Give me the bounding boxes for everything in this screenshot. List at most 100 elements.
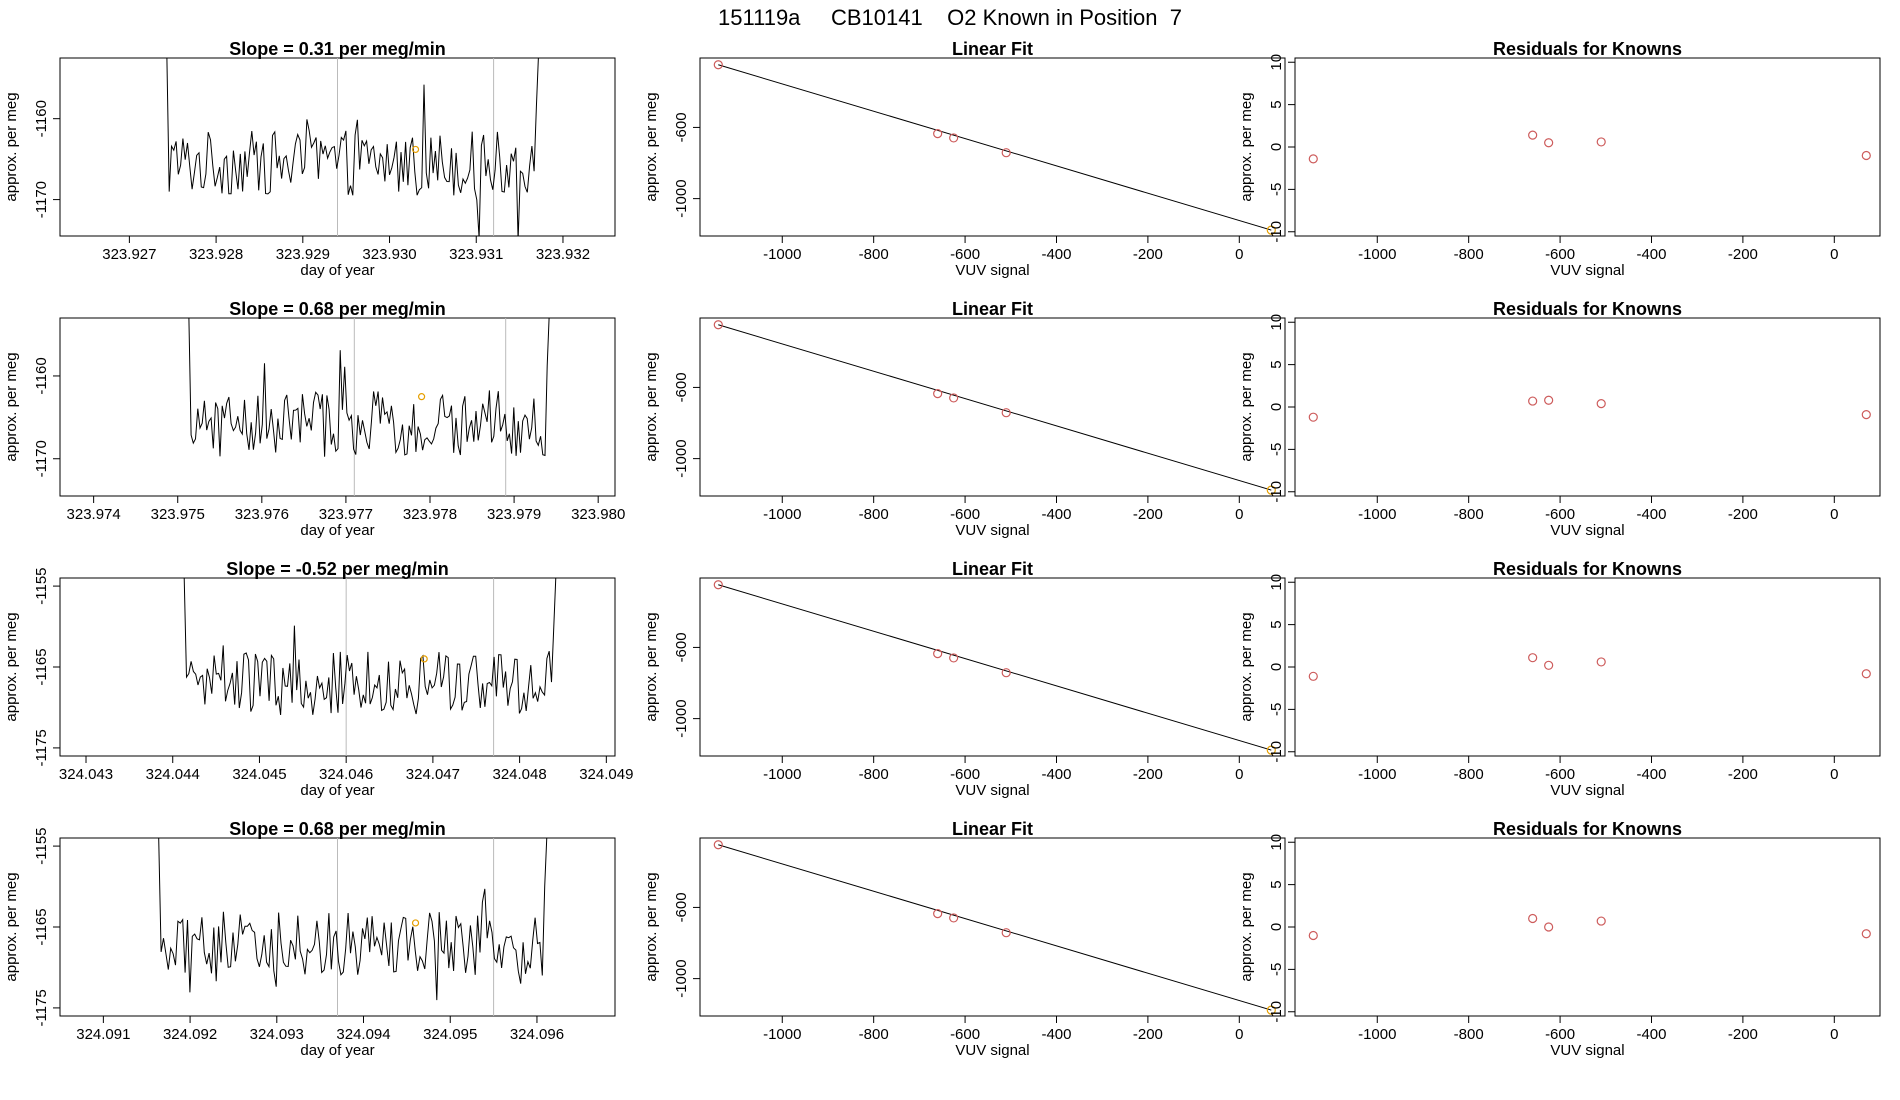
known-standard-point: [713, 60, 723, 70]
residual-point: [1528, 396, 1538, 406]
x-tick-label: -400: [1041, 1026, 1071, 1043]
x-tick-label: 324.043: [59, 766, 113, 783]
x-tick-label: -600: [950, 506, 980, 523]
panel-r4-c1: Slope = 0.68 per meg/min 324.091 324.092 32…: [3, 819, 616, 1059]
x-tick-label: -800: [859, 766, 889, 783]
x-tick-label: 0: [1830, 246, 1838, 263]
plot-frame: [699, 577, 1286, 757]
known-standard-point: [949, 653, 959, 663]
x-tick-label: -1000: [1358, 246, 1396, 263]
y-tick-label: -1160: [33, 100, 50, 137]
y-tick-label: 5: [1268, 360, 1285, 368]
x-tick-label: -400: [1636, 766, 1666, 783]
plot-frame: [699, 317, 1286, 497]
y-tick-label: -5: [1268, 443, 1285, 456]
residual-point: [1544, 660, 1554, 670]
panel-title: Linear Fit: [952, 559, 1033, 579]
y-tick-label: -10: [1268, 1001, 1285, 1023]
x-tick-label: 323.975: [151, 506, 205, 523]
x-tick-label: -200: [1728, 506, 1758, 523]
panel-r2-c2: Linear Fit-1000 -800 -600 -400 -200 0-600-100…: [643, 299, 1286, 539]
x-tick-label: 0: [1235, 766, 1243, 783]
y-tick-label: -1175: [33, 989, 50, 1026]
x-axis-label: VUV signal: [955, 522, 1029, 539]
y-tick-label: 10: [1268, 574, 1285, 591]
x-tick-label: 324.046: [319, 766, 373, 783]
x-tick-label: 323.977: [319, 506, 373, 523]
residual-point: [1861, 669, 1871, 679]
y-tick-label: 10: [1268, 834, 1285, 851]
y-tick-label: -600: [673, 892, 690, 922]
x-tick-label: -400: [1636, 246, 1666, 263]
known-standard-point: [1001, 668, 1011, 678]
x-tick-label: 324.095: [423, 1026, 477, 1043]
x-axis-label: day of year: [300, 262, 374, 279]
x-tick-label: -400: [1636, 1026, 1666, 1043]
residual-point: [1596, 399, 1606, 409]
x-tick-label: -800: [859, 506, 889, 523]
known-standard-point: [1001, 928, 1011, 938]
y-tick-label: -1155: [33, 567, 50, 604]
residual-point: [1528, 653, 1538, 663]
x-tick-label: -200: [1728, 1026, 1758, 1043]
x-tick-label: -800: [1454, 246, 1484, 263]
panel-title: Linear Fit: [952, 299, 1033, 319]
y-tick-label: -600: [673, 112, 690, 142]
y-tick-label: 0: [1268, 923, 1285, 931]
x-tick-label: -1000: [763, 1026, 801, 1043]
y-axis-label: approx. per meg: [643, 352, 660, 461]
plot-frame: [1294, 57, 1881, 237]
residual-point: [1596, 657, 1606, 667]
current-sample-point: [1266, 745, 1276, 755]
x-tick-label: -600: [950, 1026, 980, 1043]
x-axis-label: VUV signal: [955, 782, 1029, 799]
y-tick-label: -5: [1268, 703, 1285, 716]
panel-r1-c3: Residuals for Knowns -1000 -800 -600 -400 -20…: [1238, 39, 1881, 279]
y-axis-label: approx. per meg: [3, 612, 20, 721]
current-sample-point: [1266, 485, 1276, 495]
y-tick-label: -1160: [33, 357, 50, 394]
residual-point: [1308, 412, 1318, 422]
x-tick-label: -400: [1041, 766, 1071, 783]
x-tick-label: -200: [1728, 246, 1758, 263]
x-tick-label: 324.047: [406, 766, 460, 783]
y-axis-label: approx. per meg: [3, 352, 20, 461]
x-tick-label: -600: [1545, 506, 1575, 523]
x-tick-label: 323.932: [536, 246, 590, 263]
x-tick-label: 324.091: [76, 1026, 130, 1043]
y-tick-label: -1155: [33, 827, 50, 864]
x-tick-label: -600: [1545, 246, 1575, 263]
x-axis-label: day of year: [300, 522, 374, 539]
y-axis-label: approx. per meg: [3, 92, 20, 201]
x-axis-label: VUV signal: [1550, 522, 1624, 539]
x-tick-label: 0: [1830, 506, 1838, 523]
known-standard-point: [1001, 408, 1011, 418]
panel-r2-c1: Slope = 0.68 per meg/min 323.974 323.975 32…: [3, 299, 625, 539]
x-tick-label: 323.980: [571, 506, 625, 523]
x-tick-label: 0: [1235, 246, 1243, 263]
y-tick-label: -1165: [33, 908, 50, 945]
x-tick-label: 323.930: [362, 246, 416, 263]
x-tick-label: 324.045: [232, 766, 286, 783]
x-tick-label: 323.929: [276, 246, 330, 263]
panel-r3-c3: Residuals for Knowns-1000 -800 -600 -400 -20…: [1238, 559, 1881, 799]
panel-title: Residuals for Knowns: [1493, 559, 1682, 579]
x-tick-label: 324.094: [336, 1026, 390, 1043]
x-tick-label: 323.928: [189, 246, 243, 263]
y-tick-label: -10: [1268, 741, 1285, 763]
y-tick-label: -10: [1268, 481, 1285, 503]
panel-title: Residuals for Knowns: [1493, 39, 1682, 59]
current-sample-marker: [411, 919, 420, 927]
y-tick-label: -1000: [673, 179, 690, 217]
x-tick-label: -800: [1454, 1026, 1484, 1043]
x-tick-label: 0: [1235, 1026, 1243, 1043]
x-tick-label: -600: [950, 246, 980, 263]
panel-title: Slope = 0.31 per meg/min: [229, 39, 446, 59]
x-axis-label: VUV signal: [1550, 262, 1624, 279]
panel-r4-c3: Residuals for Knowns-1000 -800 -600 -400 -20…: [1238, 819, 1881, 1059]
x-axis-label: day of year: [300, 1042, 374, 1059]
residual-point: [1861, 929, 1871, 939]
plot-frame: [59, 577, 616, 757]
x-tick-label: -400: [1636, 506, 1666, 523]
